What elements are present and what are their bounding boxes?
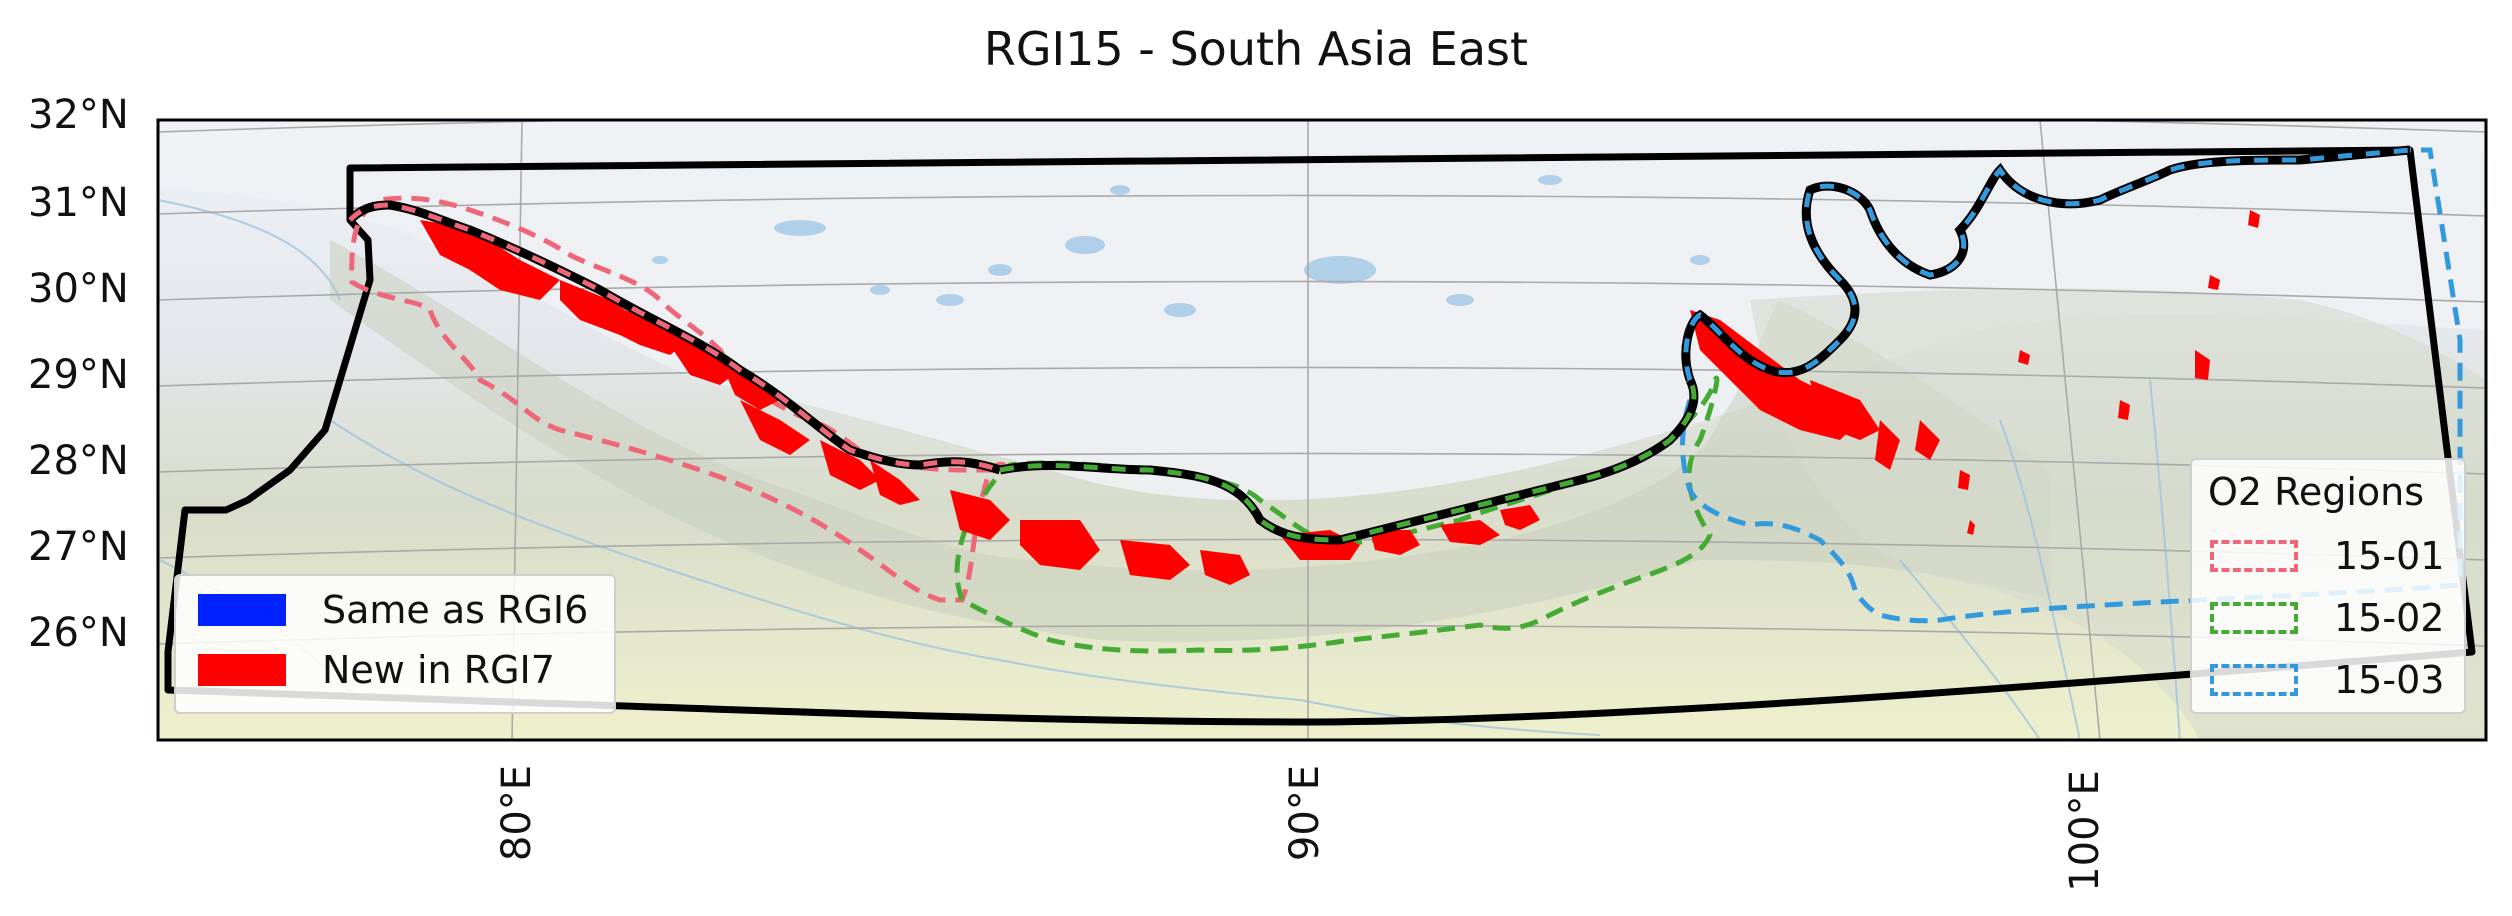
legend-item-15-03: 15-03 [2210,658,2444,702]
lat-label-32: 32°N [28,92,129,138]
rivers [158,199,2181,740]
legend-item-new-in-rgi7: New in RGI7 [198,648,555,692]
rgi6-boundary-east-overlay [1683,147,2411,381]
lat-label-26: 26°N [28,610,129,656]
lat-label-30: 30°N [28,266,129,312]
region-15-02-boundary [954,375,1720,654]
lakes [652,175,1710,317]
o2-regions-legend: O2 Regions 15-01 15-02 15-03 [2190,458,2466,714]
legend-label-15-02: 15-02 [2334,596,2445,640]
glacier-legend: Same as RGI6 New in RGI7 [174,574,616,714]
legend-item-15-02: 15-02 [2210,596,2444,640]
legend-label-new-in-rgi7: New in RGI7 [322,648,555,692]
map-frame [156,118,2488,742]
legend-swatch-15-01 [2210,540,2298,572]
lon-label-100: 100°E [2062,770,2108,892]
lon-label-90: 90°E [1282,764,1328,862]
legend-label-15-01: 15-01 [2334,534,2445,578]
rgi6-boundary-west-overlay [348,202,1001,473]
tibetan-plateau [158,120,2486,501]
legend-swatch-15-03 [2210,664,2298,696]
o2-regions-legend-title: O2 Regions [2208,470,2425,514]
lat-label-29: 29°N [28,352,129,398]
map-title: RGI15 - South Asia East [983,22,1529,76]
legend-swatch-red [198,654,286,686]
legend-swatch-blue [198,594,286,626]
legend-swatch-15-02 [2210,602,2298,634]
lat-label-28: 28°N [28,438,129,484]
legend-label-same-as-rgi6: Same as RGI6 [322,588,589,632]
lat-label-27: 27°N [28,524,129,570]
rgi6-boundary-central-overlay [999,378,1697,543]
lon-label-80: 80°E [494,764,540,862]
lat-label-31: 31°N [28,180,129,226]
legend-label-15-03: 15-03 [2334,658,2445,702]
legend-item-same-as-rgi6: Same as RGI6 [198,588,588,632]
legend-item-15-01: 15-01 [2210,534,2444,578]
